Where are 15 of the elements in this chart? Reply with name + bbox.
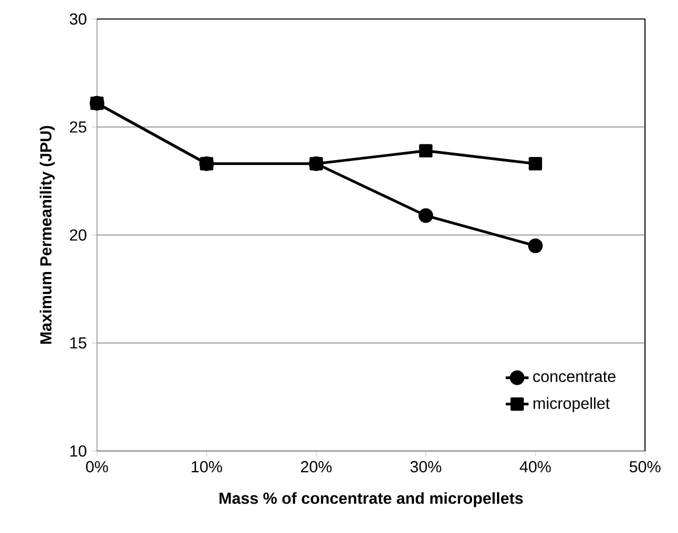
- x-tick-label: 30%: [410, 461, 442, 472]
- y-tick-label: 15: [70, 337, 86, 349]
- x-tick-label: 40%: [520, 461, 551, 472]
- x-tick-label: 20%: [300, 461, 332, 472]
- y-tick-label: 30: [70, 13, 86, 25]
- x-tick-label: 0%: [86, 461, 108, 472]
- y-tick-label: 20: [70, 229, 86, 241]
- y-axis-title: Maximum Permeanility (JPU): [40, 126, 55, 344]
- x-tick-label: 10%: [192, 461, 222, 472]
- y-tick-label: 25: [70, 121, 86, 133]
- x-tick-label: 50%: [630, 461, 660, 472]
- x-axis-title: Mass % of concentrate and micropellets: [220, 492, 523, 508]
- legend-label: micropellet: [534, 397, 610, 412]
- y-tick-label: 10: [70, 445, 86, 457]
- legend-label: concentrate: [533, 372, 616, 382]
